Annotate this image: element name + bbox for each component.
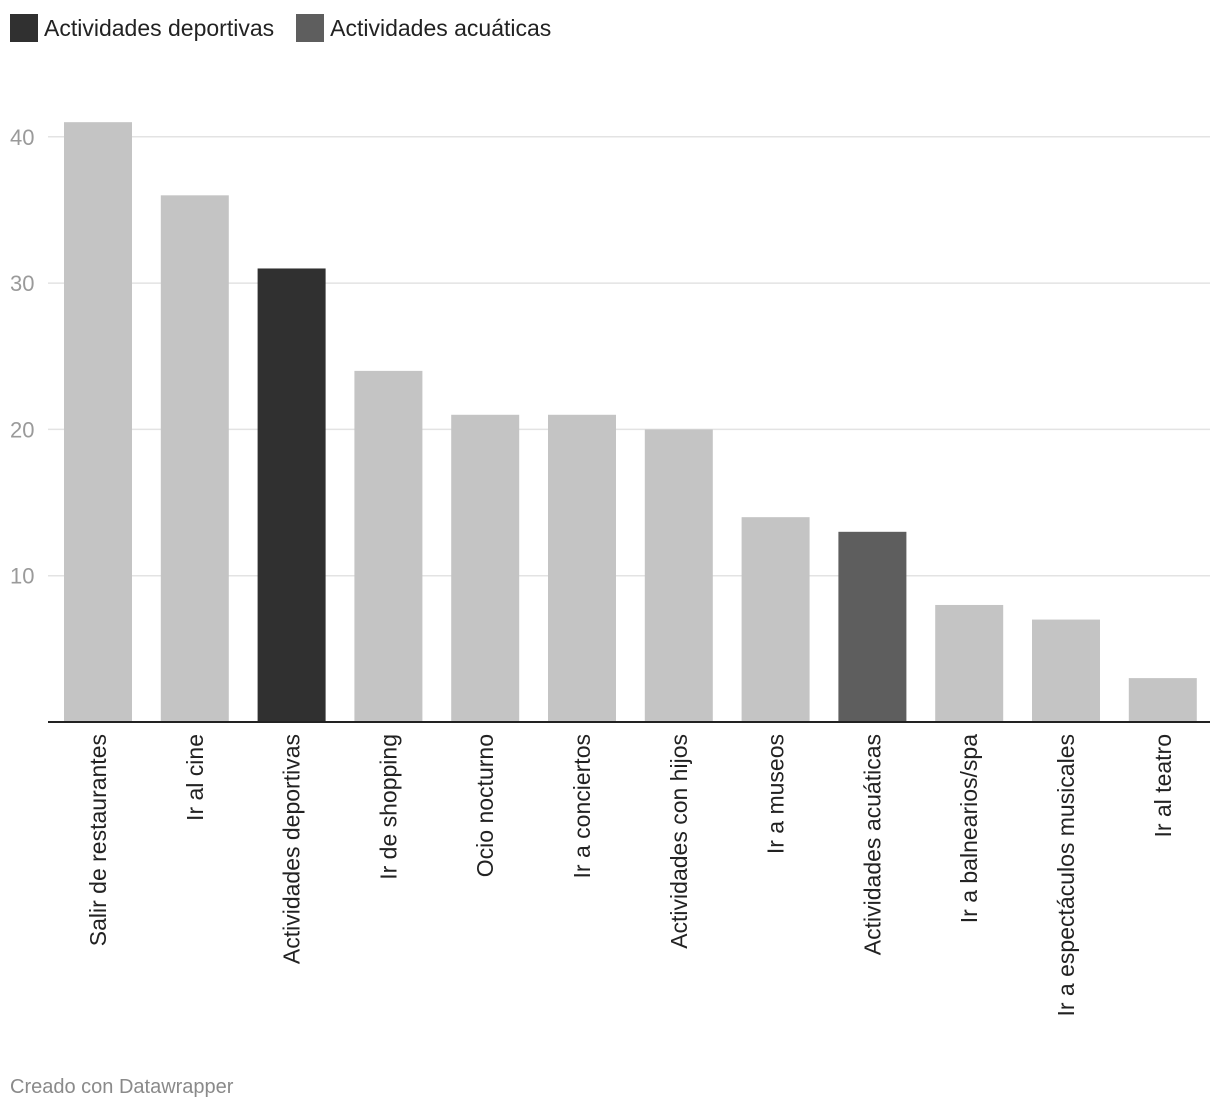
bar-10 — [935, 604, 1004, 722]
bar-6 — [548, 414, 616, 722]
bar-4 — [354, 370, 423, 722]
category-label-6: Ir a conciertos — [569, 734, 595, 878]
y-tick-label-40: 40 — [10, 125, 34, 150]
bar-11 — [1032, 619, 1100, 722]
bar-3 — [257, 268, 326, 722]
y-tick-label-30: 30 — [10, 271, 34, 296]
category-label-9: Actividades acuáticas — [859, 734, 885, 955]
y-tick-label-10: 10 — [10, 564, 34, 589]
category-label-12: Ir al teatro — [1150, 734, 1176, 838]
legend-swatch-deportivas — [10, 14, 38, 42]
category-label-2: Ir al cine — [182, 734, 208, 821]
legend-item-acuaticas: Actividades acuáticas — [296, 14, 551, 42]
footer-credit: Creado con Datawrapper — [10, 1076, 234, 1098]
legend-swatch-acuaticas — [296, 14, 325, 42]
legend: Actividades deportivas Actividades acuát… — [10, 14, 573, 42]
bar-9 — [838, 531, 907, 722]
legend-label-acuaticas: Actividades acuáticas — [330, 14, 552, 41]
bar-1 — [64, 122, 132, 723]
category-label-10: Ir a balnearios/spa — [956, 734, 982, 923]
legend-item-deportivas: Actividades deportivas — [10, 14, 274, 42]
bar-2 — [160, 195, 229, 722]
category-label-7: Actividades con hijos — [666, 734, 692, 949]
bar-8 — [741, 517, 810, 722]
category-label-8: Ir a museos — [763, 734, 789, 854]
category-label-11: Ir a espectáculos musicales — [1053, 734, 1079, 1017]
category-label-3: Actividades deportivas — [279, 734, 305, 964]
category-label-5: Ocio nocturno — [472, 734, 498, 877]
bar-12 — [1128, 678, 1197, 722]
legend-label-deportivas: Actividades deportivas — [44, 14, 275, 41]
y-tick-label-20: 20 — [10, 417, 34, 442]
category-label-1: Salir de restaurantes — [85, 734, 111, 946]
bar-5 — [451, 414, 520, 722]
bar-chart: 10 20 30 40 Salir de restaurantes Ir al cine A… — [10, 122, 1210, 1017]
category-label-4: Ir de shopping — [375, 734, 401, 880]
bar-7 — [644, 429, 713, 722]
